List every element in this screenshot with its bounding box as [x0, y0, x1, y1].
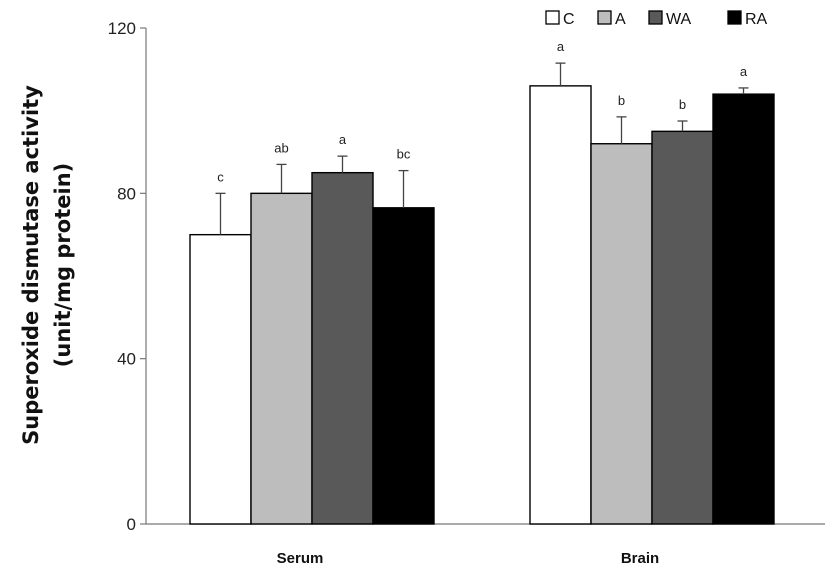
- bar-c-serum: [189, 233, 252, 525]
- category-label-serum: Serum: [277, 550, 324, 567]
- y-axis-label-line-2: (unit/mg protein): [51, 163, 75, 367]
- bar-a-serum: [250, 192, 313, 525]
- y-tick-label-40: 40: [117, 350, 136, 369]
- bar-ra-serum: [372, 207, 435, 525]
- legend-swatch-a: [597, 10, 612, 25]
- bar-wa-serum: [311, 171, 374, 525]
- legend-label-a: A: [615, 11, 626, 28]
- sig-label-a-brain: b: [618, 93, 625, 108]
- y-axis-label-line-1: Superoxide dismutase activity: [19, 85, 43, 445]
- category-label-brain: Brain: [621, 550, 659, 567]
- sig-label-ra-serum: bc: [397, 147, 411, 162]
- sig-label-ra-brain: a: [740, 64, 748, 79]
- y-tick-label-80: 80: [117, 184, 136, 203]
- legend-swatch-ra: [727, 10, 742, 25]
- legend-label-wa: WA: [666, 11, 692, 28]
- y-tick-label-120: 120: [108, 19, 136, 38]
- sig-label-a-serum: ab: [274, 140, 288, 155]
- y-tick-label-0: 0: [127, 515, 136, 534]
- sig-label-wa-brain: b: [679, 97, 686, 112]
- bar-a-brain: [590, 143, 653, 525]
- sig-label-c-serum: c: [217, 169, 224, 184]
- sig-label-wa-serum: a: [339, 132, 347, 147]
- bar-wa-brain: [651, 130, 714, 525]
- bar-ra-brain: [712, 93, 775, 525]
- bar-c-brain: [529, 85, 592, 525]
- legend-label-c: C: [563, 11, 575, 28]
- sig-label-c-brain: a: [557, 39, 565, 54]
- legend-swatch-wa: [648, 10, 663, 25]
- legend-label-ra: RA: [745, 11, 768, 28]
- y-axis-label: Superoxide dismutase activity (unit/mg p…: [19, 85, 75, 445]
- legend-swatch-c: [545, 10, 560, 25]
